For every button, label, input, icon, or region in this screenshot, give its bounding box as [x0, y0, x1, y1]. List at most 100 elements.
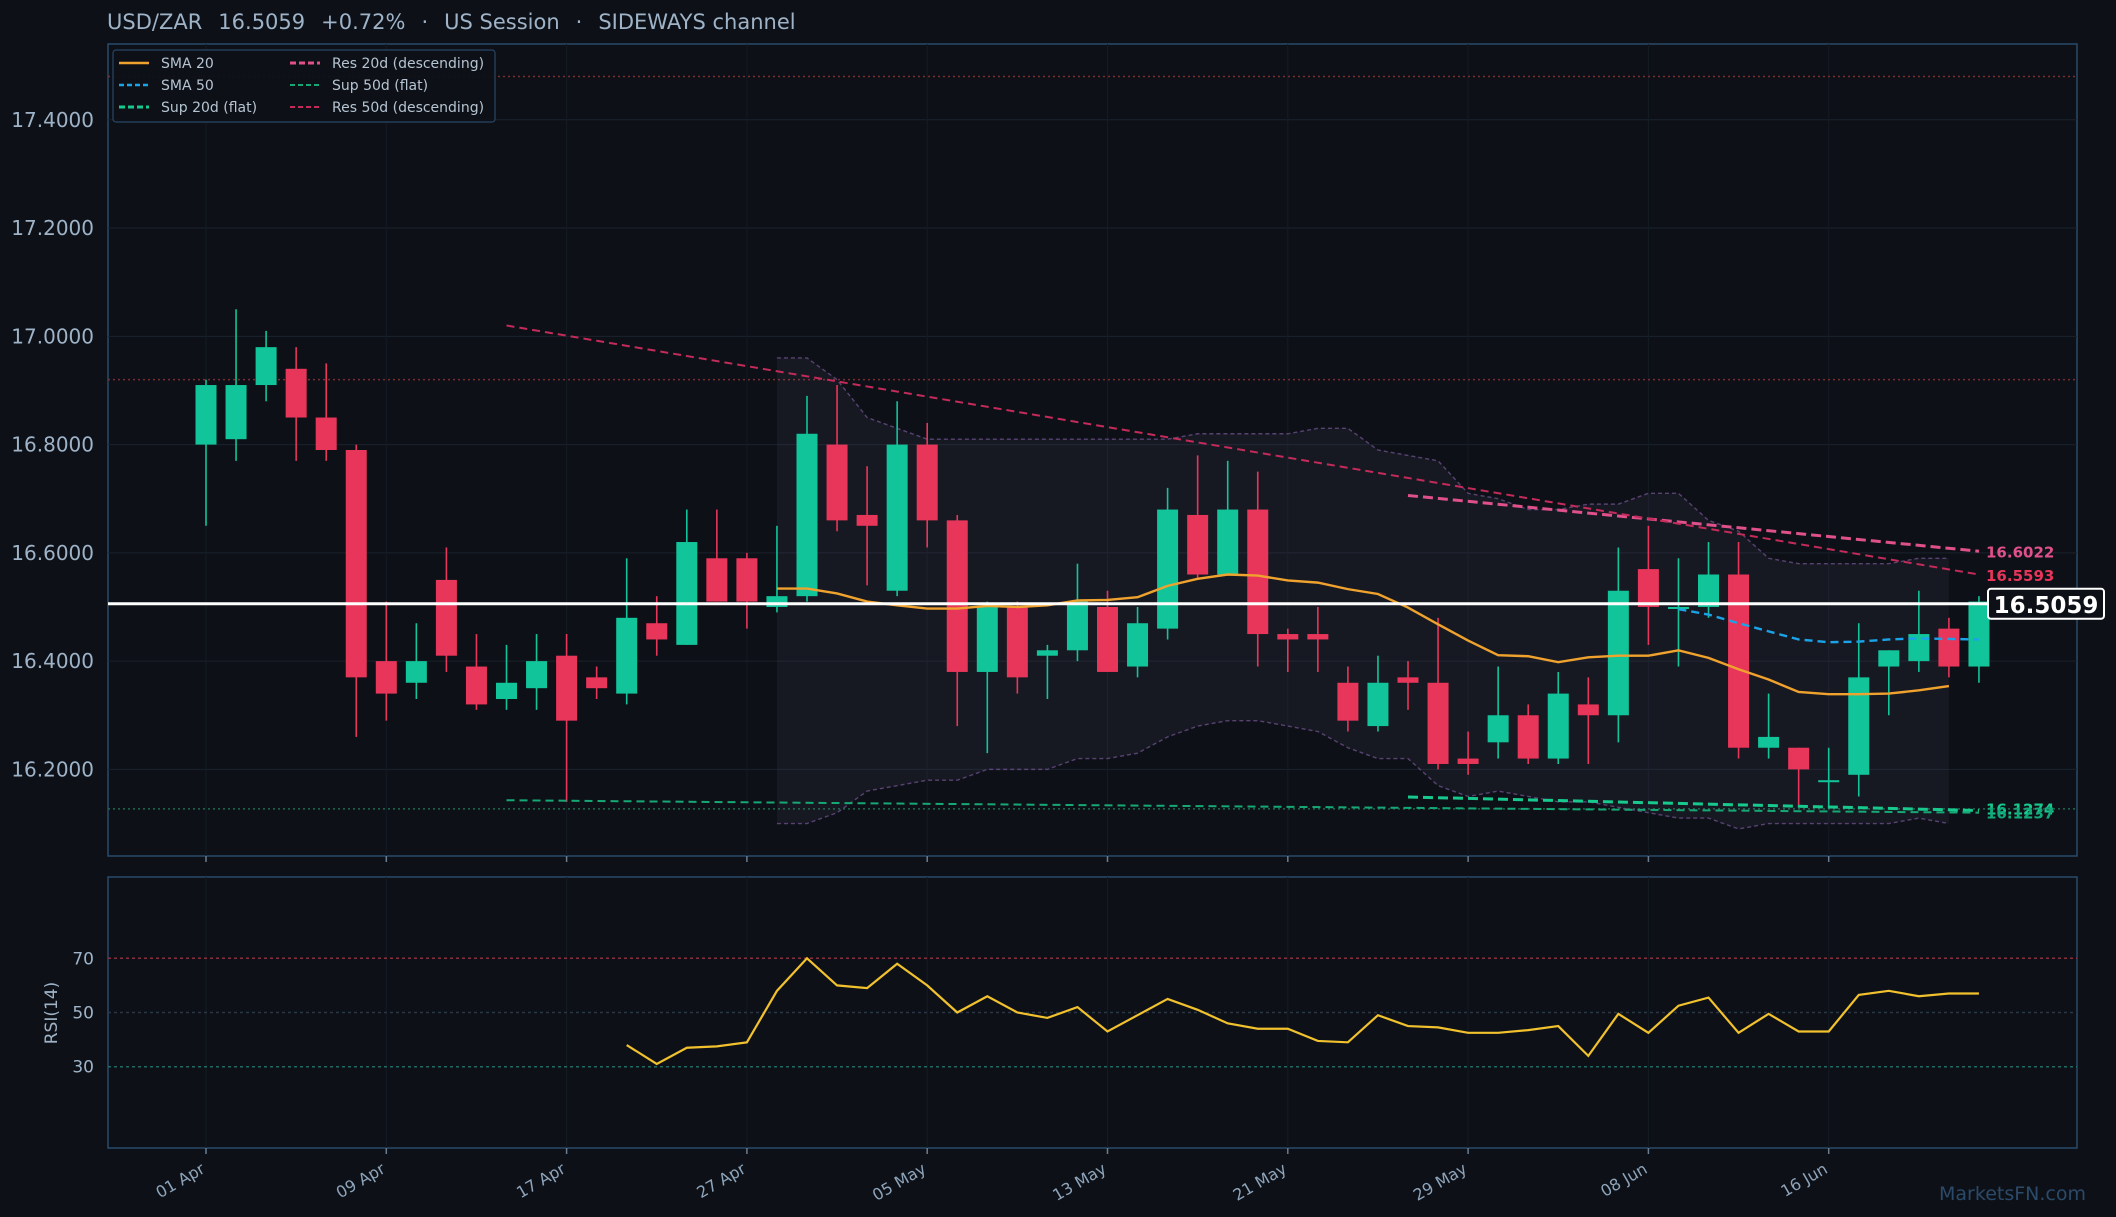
candle-body [886, 444, 908, 591]
level-label: 16.6022 [1986, 544, 2054, 562]
candle-body [976, 606, 998, 672]
legend-entry: Sup 20d (flat) [161, 100, 257, 116]
legend-entry: Res 20d (descending) [332, 56, 484, 72]
regime-label: SIDEWAYS channel [598, 10, 796, 34]
candle-body [586, 677, 608, 689]
price-tick-label: 17.0000 [11, 324, 94, 348]
x-tick-label: 16 Jun [1778, 1159, 1831, 1201]
legend-entry: Res 50d (descending) [332, 100, 484, 116]
candle-body [1157, 509, 1179, 629]
candle-body [1337, 682, 1359, 721]
price-tick-label: 16.4000 [11, 649, 94, 673]
price-tick-label: 16.2000 [11, 757, 94, 781]
candle-body [496, 682, 517, 700]
x-tick-label: 13 May [1049, 1159, 1109, 1205]
candle-body [946, 520, 968, 672]
rsi-tick-label: 70 [72, 949, 94, 969]
candle-body [526, 661, 548, 689]
last-price: 16.5059 [218, 10, 306, 34]
level-label: 16.5593 [1986, 567, 2054, 585]
candle-body [285, 368, 307, 418]
candle-body [1848, 677, 1870, 775]
candle-body [1277, 634, 1299, 640]
legend-entry: Sup 50d (flat) [332, 78, 428, 94]
candle-body [1788, 747, 1810, 770]
watermark: MarketsFN.com [1939, 1183, 2086, 1205]
candle-body [646, 623, 668, 640]
candle-body [1427, 682, 1449, 764]
candle-body [195, 385, 217, 445]
sup-50d-flat-line [506, 799, 1979, 814]
price-change: +0.72% [321, 10, 406, 34]
candle-body [1577, 704, 1599, 716]
price-tick-label: 16.6000 [11, 541, 94, 565]
candle-body [736, 558, 758, 602]
candle-body [1127, 623, 1149, 667]
candle-body [1818, 780, 1840, 783]
rsi-tick-label: 50 [72, 1004, 94, 1024]
session-label: US Session [444, 10, 560, 34]
candle-body [916, 444, 938, 521]
legend-box [112, 49, 496, 123]
candle-body [1968, 601, 1990, 667]
candle-body [1607, 590, 1629, 716]
candle-body [1457, 758, 1479, 764]
x-tick-label: 01 Apr [152, 1159, 208, 1202]
res-20d-descending-line [1407, 493, 1980, 553]
candle-body [405, 661, 427, 683]
rsi-tick-label: 30 [72, 1058, 94, 1078]
candle-body [1487, 715, 1509, 743]
x-tick-label: 29 May [1410, 1159, 1470, 1205]
candle-body [375, 661, 397, 694]
candle-body [225, 385, 247, 440]
candle-body [766, 596, 788, 607]
level-label: 16.1237 [1986, 805, 2054, 823]
channel-upper-line [776, 357, 1949, 565]
candle-body [1938, 628, 1960, 667]
res-50d-descending-line [506, 324, 1980, 576]
candle-body [1878, 650, 1900, 667]
candle-body [1187, 514, 1209, 575]
candle-body [1217, 509, 1239, 575]
candle-body [1667, 606, 1689, 609]
x-tick-label: 21 May [1230, 1159, 1290, 1205]
x-tick-label: 08 Jun [1597, 1159, 1650, 1201]
candle-body [1728, 574, 1750, 748]
x-tick-label: 17 Apr [513, 1159, 569, 1202]
x-tick-label: 05 May [869, 1159, 929, 1205]
candle-body [616, 617, 638, 694]
price-tick-label: 17.4000 [11, 108, 94, 132]
candle-body [1758, 736, 1780, 748]
price-tick-label: 16.8000 [11, 433, 94, 457]
x-tick-label: 09 Apr [333, 1159, 389, 1202]
candle-body [1006, 606, 1028, 678]
legend-entry: SMA 20 [161, 56, 214, 72]
sma-50-line [1678, 607, 1979, 644]
candle-body [796, 433, 818, 597]
candle-body [1307, 634, 1329, 640]
candle-body [1637, 569, 1659, 607]
chart-header: USD/ZAR 16.5059 +0.72% · US Session · SIDEWAYS… [107, 10, 812, 34]
channel-band [776, 357, 1949, 829]
sup-20d-flat-line [1407, 795, 1979, 813]
candle-body [1517, 715, 1539, 759]
current-price-badge [1987, 587, 2105, 620]
x-tick-label: 27 Apr [693, 1159, 749, 1202]
price-tick-label: 17.2000 [11, 216, 94, 240]
candle-body [465, 666, 487, 705]
candle-body [1097, 606, 1118, 672]
rsi-axis-label: RSI(14) [42, 982, 62, 1045]
header-separator: · [421, 10, 429, 34]
candle-body [1066, 601, 1088, 651]
sma-20-line [776, 573, 1950, 696]
candle-body [676, 542, 698, 645]
candle-body [1397, 677, 1419, 683]
candle-body [255, 347, 277, 386]
candle-body [1036, 650, 1058, 656]
rsi-line [626, 956, 1979, 1066]
candle-body [856, 514, 878, 526]
level-label: 16.1274 [1986, 801, 2054, 819]
header-separator: · [575, 10, 583, 34]
candle-body [826, 444, 848, 521]
